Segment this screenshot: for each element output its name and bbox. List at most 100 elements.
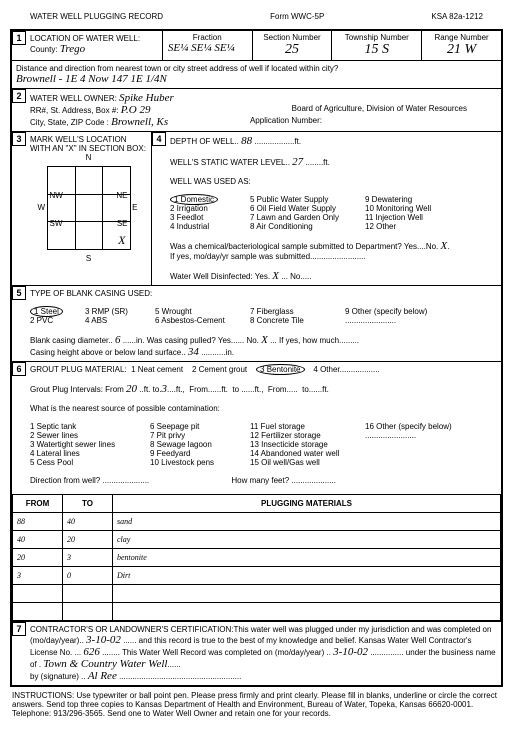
r2-from: 20 — [13, 549, 63, 567]
e: E — [132, 203, 137, 212]
n9: 9 Feedyard — [150, 449, 190, 458]
owner-val: Spike Huber — [119, 92, 174, 104]
th-from: FROM — [13, 495, 63, 513]
section-5-num: 5 — [12, 286, 26, 300]
c6: 6 Asbestos-Cement — [155, 316, 225, 325]
s2-label: WATER WELL OWNER: — [30, 94, 117, 103]
range-val: 21 W — [427, 42, 496, 58]
county-val: Trego — [60, 43, 85, 55]
r0-to: 40 — [63, 513, 113, 531]
se: SE — [117, 219, 128, 228]
chem: Was a chemical/bacteriological sample su… — [170, 242, 438, 251]
r2-to: 3 — [63, 549, 113, 567]
section-val: 25 — [258, 42, 327, 58]
r0-from: 88 — [13, 513, 63, 531]
diameter-val: 6 — [115, 334, 121, 346]
n8: 8 Sewage lagoon — [150, 440, 212, 449]
depth-val: 88 — [241, 135, 252, 147]
s1-label: LOCATION OF WATER WELL: — [30, 34, 140, 43]
n1: 1 Septic tank — [30, 422, 76, 431]
u11: 11 Injection Well — [365, 213, 423, 222]
int-from1: 20 — [126, 383, 137, 395]
section-3-num: 3 — [12, 132, 26, 146]
r1-mat: clay — [113, 531, 501, 549]
r2-mat: bentonite — [113, 549, 501, 567]
fraction-label: Fraction — [168, 33, 247, 42]
township-val: 15 S — [337, 42, 416, 58]
s7-t3: ........ This Water Well Record was comp… — [102, 648, 331, 657]
n11: 11 Fuel storage — [250, 422, 305, 431]
form-container: 1 LOCATION OF WATER WELL: County: Trego … — [10, 29, 503, 687]
c3: 3 RMP (SR) — [85, 307, 128, 316]
app-label: Application Number: — [250, 116, 322, 125]
pulled-x: X — [261, 334, 268, 346]
howmany: How many feet? .................... — [231, 476, 335, 485]
static-label: WELL'S STATIC WATER LEVEL.. — [170, 158, 290, 167]
city-label: City, State, ZIP Code : — [30, 118, 109, 127]
disinfect: Water Well Disinfected: Yes. — [170, 272, 270, 281]
r3-from: 3 — [13, 567, 63, 585]
depth-unit: ..................ft. — [254, 137, 301, 146]
n13: 13 Insecticide storage — [250, 440, 328, 449]
used-label: WELL WAS USED AS: — [170, 177, 497, 186]
u10: 10 Monitoring Well — [365, 204, 431, 213]
city-val: Brownell, Ks — [111, 116, 168, 128]
r3-to: 0 — [63, 567, 113, 585]
u3: 3 Feedlot — [170, 213, 203, 222]
c4: 4 ABS — [85, 316, 107, 325]
u2: 2 Irrigation — [170, 204, 208, 213]
board-label: Board of Agriculture, Division of Water … — [292, 104, 467, 113]
disinfect-x: X — [272, 270, 279, 282]
range-label: Range Number — [427, 33, 496, 42]
section-grid: NW NE W E SW SE X — [47, 166, 131, 250]
u5: 5 Public Water Supply — [250, 195, 328, 204]
instructions: INSTRUCTIONS: Use typewriter or ball poi… — [10, 687, 503, 722]
c5: 5 Wrought — [155, 307, 192, 316]
pulled-rest: ... If yes, how much......... — [270, 336, 359, 345]
header-title: WATER WELL PLUGGING RECORD — [30, 12, 163, 21]
addr-label: RR#, St. Address, Box #: — [30, 106, 118, 115]
r1-from: 40 — [13, 531, 63, 549]
section-1-num: 1 — [12, 31, 26, 45]
r3-mat: Dirt — [113, 567, 501, 585]
ifyes: If yes, mo/day/yr sample was submitted..… — [170, 252, 366, 261]
dir-n: N — [30, 153, 147, 162]
u6: 6 Oil Field Water Supply — [250, 204, 336, 213]
u4: 4 Industrial — [170, 222, 209, 231]
s7-date1: 3-10-02 — [86, 634, 121, 646]
chem-x: X — [441, 240, 448, 252]
s6-label: GROUT PLUG MATERIAL: — [30, 365, 127, 374]
r5-from — [13, 603, 63, 621]
g2: 2 Cement grout — [192, 365, 247, 374]
township-label: Township Number — [337, 33, 416, 42]
s7-biz: Town & Country Water Well — [43, 658, 167, 670]
n4: 4 Lateral lines — [30, 449, 80, 458]
n6: 6 Seepage pit — [150, 422, 199, 431]
fraction-val: SE¼ SE¼ SE¼ — [168, 42, 247, 54]
s7-t5: by (signature) .. — [30, 672, 86, 681]
section-2-num: 2 — [12, 89, 26, 103]
plug-table: FROM TO PLUGGING MATERIALS 8840sand 4020… — [12, 494, 501, 621]
s7-lic: 626 — [83, 646, 100, 658]
n14: 14 Abandoned water well — [250, 449, 339, 458]
s7-sig: Al Ree — [88, 670, 117, 682]
g3: 3 Bentonite — [256, 364, 304, 375]
c8: 8 Concrete Tile — [250, 316, 304, 325]
height-label: Casing height above or below land surfac… — [30, 348, 186, 357]
diameter-label: Blank casing diameter.. — [30, 336, 113, 345]
section-4-num: 4 — [152, 132, 166, 146]
sw: SW — [50, 219, 63, 228]
height-val: 34 — [188, 346, 199, 358]
nearest: What is the nearest source of possible c… — [30, 404, 497, 413]
c9: 9 Other (specify below) — [345, 307, 427, 316]
dir-s: S — [30, 254, 147, 263]
g4: 4 Other.................. — [313, 365, 379, 374]
header-ksa: KSA 82a-1212 — [431, 12, 483, 21]
dir: Direction from well? ...................… — [30, 476, 149, 485]
depth-label: DEPTH OF WELL.. — [170, 137, 239, 146]
s7-date2: 3-10-02 — [333, 646, 368, 658]
interval-label: Grout Plug Intervals: From — [30, 385, 124, 394]
disinfect-no: ... No..... — [281, 272, 311, 281]
n2: 2 Sewer lines — [30, 431, 78, 440]
static-unit: ........ft. — [305, 158, 329, 167]
